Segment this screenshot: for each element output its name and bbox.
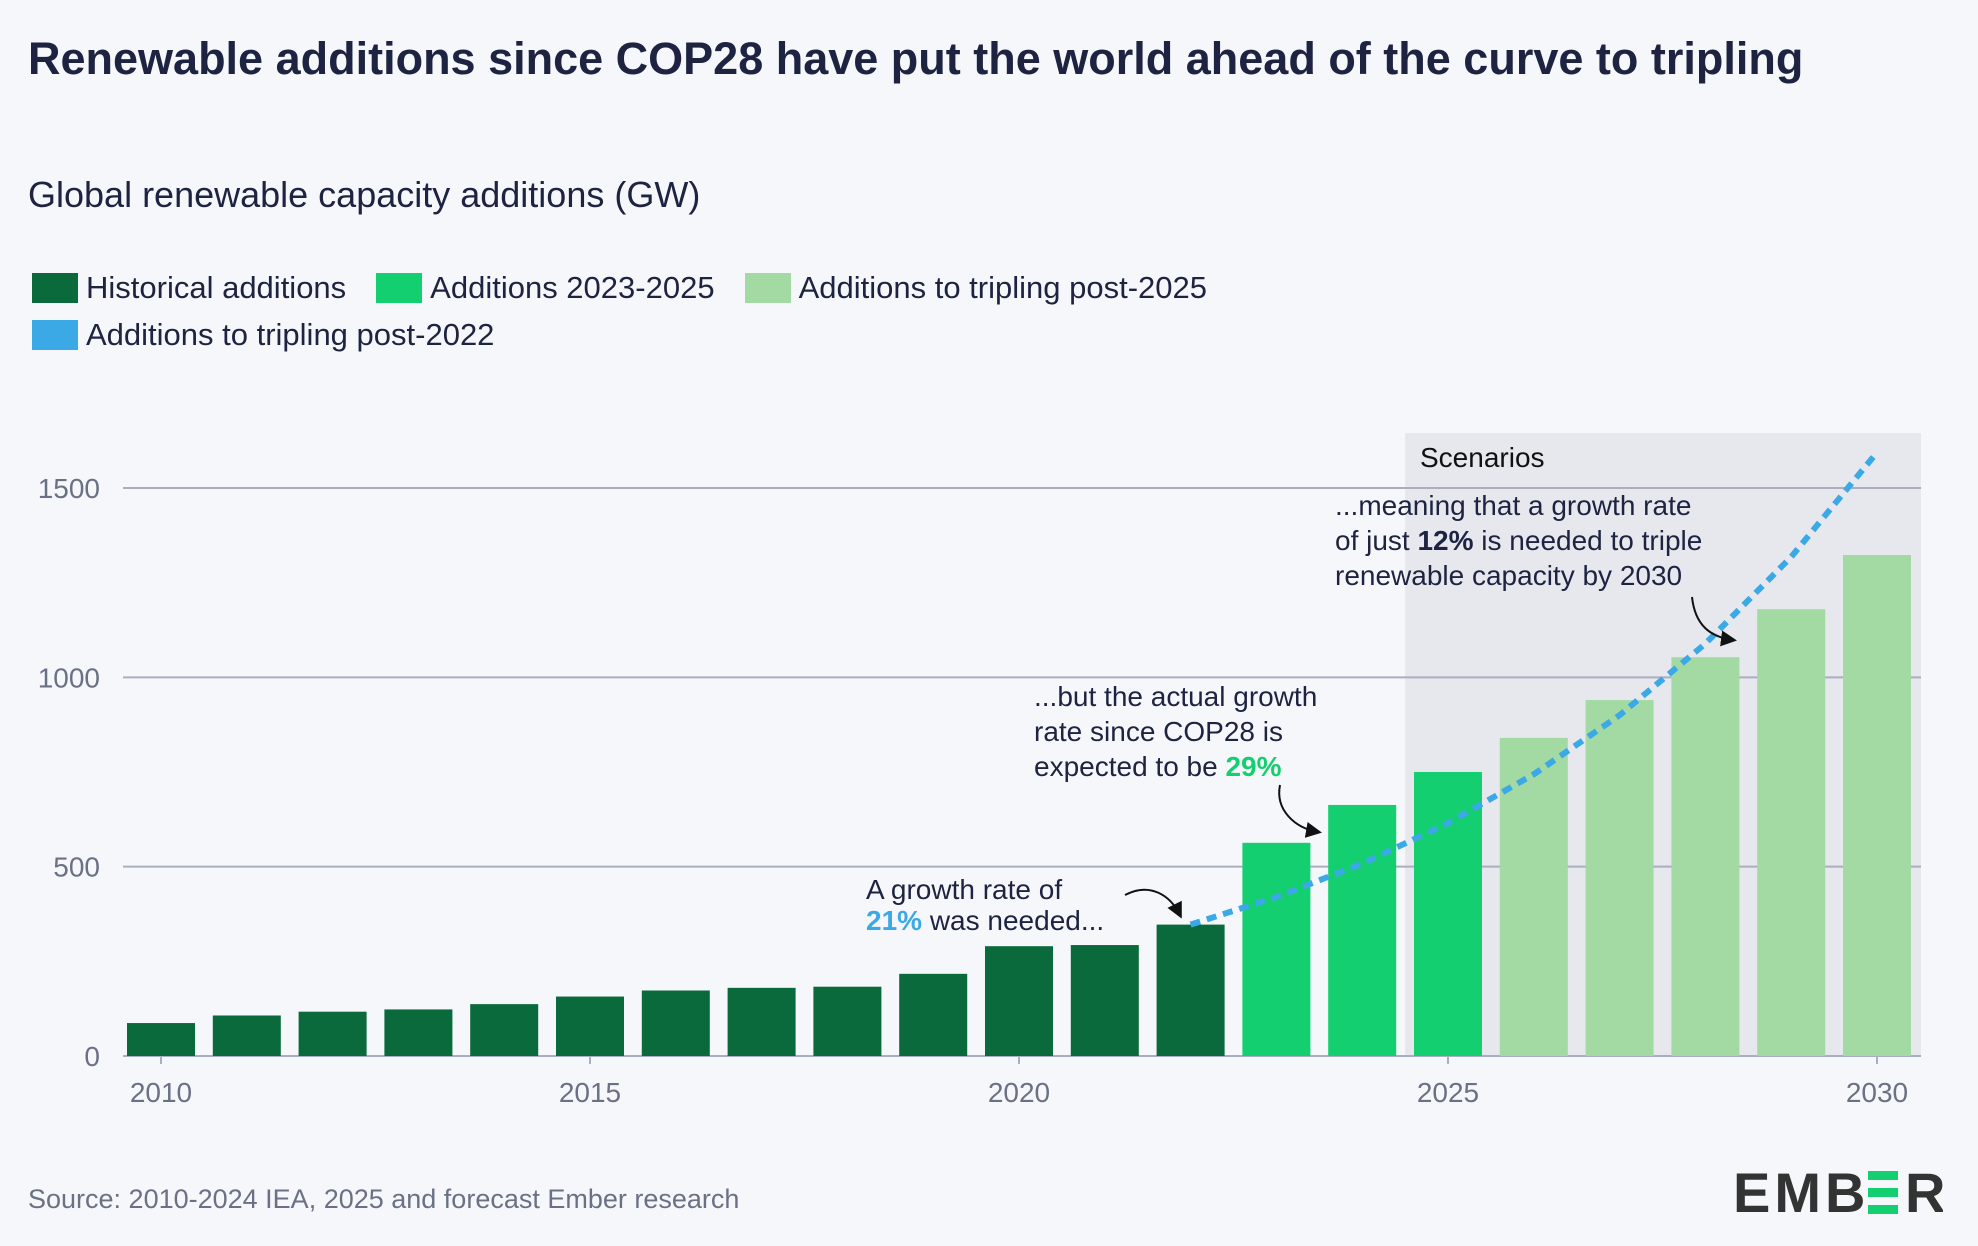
annotation-12-pct: 12% [1417, 525, 1473, 556]
annotation-29-text: expected to be [1034, 751, 1225, 782]
bar-2013 [384, 1009, 453, 1056]
legend-label: Additions to tripling post-2025 [798, 270, 1207, 305]
legend-swatch [32, 320, 78, 350]
bar-2014 [470, 1004, 539, 1056]
bar-2018 [813, 986, 882, 1056]
bar-2015 [556, 996, 624, 1056]
annotation-21-pct: 21% [866, 905, 922, 936]
legend-item-post-2025: Additions to tripling post-2025 [744, 270, 1207, 306]
x-tick-label: 2025 [1417, 1077, 1479, 1108]
y-tick-label: 500 [53, 852, 100, 883]
legend-item-post-2022: Additions to tripling post-2022 [32, 317, 494, 353]
bar-2019 [899, 973, 968, 1056]
bar-2030 [1843, 555, 1911, 1056]
y-tick-label: 1000 [38, 662, 100, 693]
tripling-post-2022-line [1189, 450, 1880, 928]
y-tick-label: 1500 [38, 473, 100, 504]
ember-logo: EMB R [1733, 1167, 1943, 1217]
x-tick-label: 2010 [130, 1077, 192, 1108]
annotation-29-arrow [1278, 784, 1322, 838]
source-note: Source: 2010-2024 IEA, 2025 and forecast… [28, 1184, 740, 1214]
svg-text:EMB: EMB [1733, 1167, 1869, 1217]
annotation-21-rest: was needed... [922, 905, 1104, 936]
annotation-12-pre: of just [1335, 525, 1417, 556]
scenarios-label: Scenarios [1420, 442, 1545, 473]
annotation-29-line3: expected to be 29% [1034, 751, 1282, 782]
scenarios-shaded-region [1405, 433, 1921, 1056]
svg-text:R: R [1905, 1167, 1943, 1217]
legend-row-1: Historical additions Additions 2023-2025… [32, 270, 1237, 306]
annotation-21-line2: 21% was needed... [866, 905, 1104, 936]
chart-title: Renewable additions since COP28 have put… [28, 33, 1804, 84]
annotation-29-line1: ...but the actual growth [1034, 681, 1317, 712]
bar-2011 [212, 1015, 281, 1056]
bar-2025 [1414, 772, 1482, 1056]
annotation-21-line1: A growth rate of [866, 874, 1062, 905]
legend-swatch [32, 273, 78, 303]
bar-2022 [1156, 924, 1225, 1056]
bar-2012 [298, 1011, 367, 1056]
annotation-29-pct: 29% [1225, 751, 1281, 782]
bar-2020 [985, 946, 1053, 1056]
legend-item-historical: Historical additions [32, 270, 346, 306]
legend-item-2023-2025: Additions 2023-2025 [376, 270, 715, 306]
bar-2023 [1242, 842, 1311, 1056]
bar-2026 [1499, 737, 1568, 1056]
y-tick-label: 0 [84, 1041, 100, 1072]
chart-subtitle: Global renewable capacity additions (GW) [28, 174, 701, 215]
legend-label: Historical additions [86, 270, 347, 305]
annotation-12-post: is needed to triple [1474, 525, 1703, 556]
legend-label: Additions to tripling post-2022 [86, 317, 495, 352]
legend-swatch [376, 273, 423, 303]
annotation-12-line1: ...meaning that a growth rate [1335, 490, 1691, 521]
legend-row-2: Additions to tripling post-2022 [32, 317, 524, 353]
x-tick-label: 2030 [1846, 1077, 1908, 1108]
annotation-29-line2: rate since COP28 is [1034, 716, 1283, 747]
bar-2016 [641, 990, 710, 1056]
legend-label: Additions 2023-2025 [430, 270, 715, 305]
bar-2029 [1757, 609, 1826, 1056]
annotation-21-arrow [1124, 888, 1182, 919]
annotation-12-line2: of just 12% is needed to triple [1335, 525, 1702, 556]
x-tick-label: 2015 [559, 1077, 621, 1108]
bar-2017 [727, 987, 796, 1056]
x-tick-label: 2020 [988, 1077, 1050, 1108]
bar-2021 [1070, 945, 1139, 1056]
legend-swatch [744, 273, 791, 303]
annotation-12-arrow [1691, 596, 1737, 647]
annotation-12-line3: renewable capacity by 2030 [1335, 560, 1682, 591]
bar-2028 [1671, 657, 1740, 1056]
bar-2027 [1585, 700, 1654, 1056]
bar-2024 [1328, 804, 1397, 1056]
bar-2010 [127, 1023, 195, 1056]
